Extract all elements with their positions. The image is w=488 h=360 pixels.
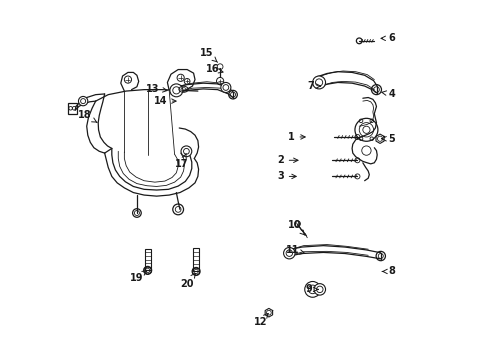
- Text: 7: 7: [307, 81, 320, 91]
- Text: 20: 20: [180, 273, 195, 289]
- Text: 8: 8: [382, 266, 394, 276]
- Text: 13: 13: [146, 84, 167, 94]
- Text: 18: 18: [78, 111, 97, 122]
- Text: 3: 3: [276, 171, 296, 181]
- Text: 4: 4: [381, 89, 394, 99]
- Circle shape: [283, 247, 294, 259]
- Circle shape: [221, 82, 230, 93]
- Text: 6: 6: [380, 33, 394, 43]
- Text: 12: 12: [253, 314, 267, 327]
- Text: 17: 17: [175, 153, 188, 169]
- Polygon shape: [193, 248, 199, 271]
- Circle shape: [313, 284, 325, 295]
- Text: 11: 11: [285, 245, 305, 255]
- Text: 1: 1: [287, 132, 305, 142]
- Text: 5: 5: [381, 134, 394, 144]
- Circle shape: [169, 84, 183, 97]
- Circle shape: [78, 96, 88, 106]
- Polygon shape: [144, 249, 150, 270]
- Text: 15: 15: [200, 48, 217, 62]
- Text: 14: 14: [153, 96, 176, 106]
- Text: 16: 16: [205, 64, 223, 74]
- Text: 9: 9: [305, 284, 318, 294]
- Circle shape: [181, 146, 191, 157]
- Text: 2: 2: [276, 155, 297, 165]
- Text: 19: 19: [129, 271, 146, 283]
- Circle shape: [312, 76, 325, 89]
- Circle shape: [304, 282, 320, 297]
- Text: 10: 10: [287, 220, 304, 235]
